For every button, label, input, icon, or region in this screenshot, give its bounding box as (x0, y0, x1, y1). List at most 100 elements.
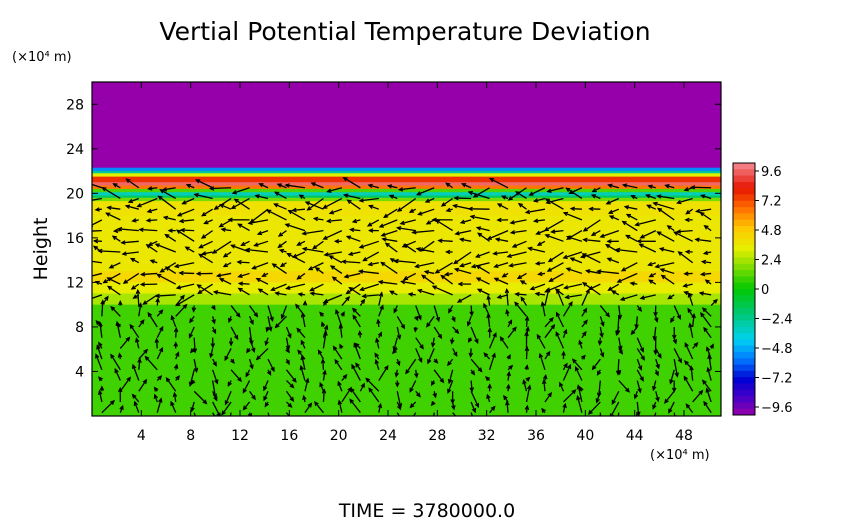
wind-vector (673, 348, 682, 364)
wind-vector (256, 229, 269, 236)
wind-vector (685, 208, 694, 215)
wind-vector (277, 230, 287, 237)
wind-vector (92, 219, 103, 228)
y-tick-label: 20 (66, 186, 84, 202)
wind-vector (317, 349, 324, 360)
wind-vector (691, 312, 696, 328)
wind-vector (629, 281, 638, 286)
wind-vector (504, 287, 510, 306)
wind-vector (320, 358, 326, 370)
wind-vector (588, 206, 601, 212)
wind-vector (97, 248, 121, 254)
wind-vector (170, 400, 177, 413)
wind-vector (405, 358, 417, 375)
wind-vector (140, 272, 158, 277)
wind-vector (248, 326, 254, 346)
heatmap-band (92, 293, 721, 306)
wind-vector (654, 316, 659, 323)
wind-vector (107, 285, 121, 296)
wind-vector (487, 383, 492, 392)
wind-vector (188, 326, 195, 339)
wind-vector (702, 379, 712, 392)
wind-vector (284, 183, 306, 189)
heatmap-band (92, 182, 721, 187)
wind-vector (377, 331, 382, 338)
wind-vector (494, 237, 509, 242)
wind-vector (522, 378, 528, 392)
wind-vector (417, 208, 435, 216)
wind-vector (165, 376, 177, 392)
wind-vector (366, 219, 380, 227)
wind-vector (341, 295, 351, 306)
wind-vector (562, 402, 567, 413)
wind-vector (656, 207, 675, 221)
wind-vector (547, 251, 564, 263)
colorbar-segment (733, 238, 755, 246)
colorbar-tick-label: 2.4 (761, 254, 782, 269)
wind-vector (114, 367, 121, 381)
wind-vector (309, 291, 324, 296)
wind-vector (154, 337, 160, 349)
y-tick-label: 24 (66, 142, 84, 158)
wind-vector (656, 194, 675, 200)
wind-vector (460, 183, 472, 189)
heatmap-band (92, 282, 721, 295)
wind-vector (433, 369, 445, 384)
heatmap-band (92, 167, 721, 172)
wind-vector (368, 228, 379, 233)
wind-vector (511, 240, 527, 248)
wind-vector (476, 288, 490, 296)
wind-vector (201, 208, 213, 217)
heatmap-band (92, 195, 721, 199)
wind-vector (349, 398, 361, 414)
wind-vector (381, 237, 398, 242)
wind-vector (433, 326, 443, 340)
wind-vector (249, 390, 256, 401)
colorbar-segment (733, 181, 755, 189)
wind-vector (466, 316, 472, 327)
wind-vector (625, 213, 638, 221)
wind-vector (102, 272, 121, 284)
wind-vector (298, 194, 306, 200)
wind-vector (224, 348, 232, 362)
wind-vector (300, 339, 306, 349)
x-tick-label: 4 (137, 428, 146, 444)
wind-vector (654, 262, 675, 269)
colorbar-tick-label: −7.2 (761, 372, 793, 387)
wind-vector (565, 187, 583, 200)
wind-vector (309, 283, 324, 292)
wind-vector (486, 230, 509, 240)
wind-vector (156, 346, 164, 360)
wind-vector (375, 337, 380, 349)
wind-vector (569, 206, 582, 212)
wind-vector (456, 294, 472, 303)
wind-vector (563, 283, 583, 290)
wind-vector (198, 253, 213, 264)
wind-vector (108, 262, 121, 269)
wind-vector (599, 316, 605, 327)
wind-vector (92, 197, 102, 201)
wind-vector (377, 402, 383, 413)
wind-vector (395, 380, 400, 388)
wind-vector (669, 369, 675, 385)
wind-vector (488, 332, 497, 349)
wind-vector (703, 326, 712, 339)
wind-vector (112, 228, 121, 234)
wind-vector (334, 358, 343, 371)
wind-vector (459, 262, 472, 268)
wind-vector (341, 373, 348, 381)
wind-vector (129, 323, 140, 339)
wind-vector (194, 179, 213, 189)
wind-vector (117, 352, 123, 360)
wind-vector (633, 391, 639, 400)
wind-vector (414, 262, 435, 269)
wind-vector (489, 405, 496, 414)
wind-vector (540, 301, 546, 317)
wind-vector (167, 228, 176, 233)
wind-vector (314, 266, 324, 274)
wind-vector (635, 412, 638, 416)
wind-vector (555, 331, 565, 349)
wind-vector (95, 353, 103, 371)
wind-vector (257, 288, 269, 296)
wind-vector (664, 390, 675, 404)
